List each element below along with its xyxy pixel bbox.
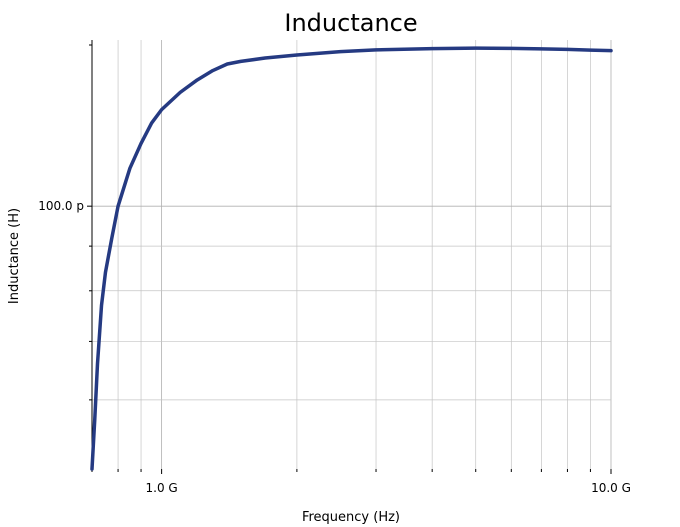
axis-ticks — [87, 44, 612, 474]
y-axis-label: Inductance (H) — [7, 208, 22, 304]
chart-title: Inductance — [284, 9, 417, 37]
series-layer — [90, 46, 613, 471]
series-line — [90, 46, 613, 471]
y-tick-label: 100.0 p — [38, 199, 84, 213]
x-tick-labels: 1.0 G 10.0 G — [146, 481, 631, 495]
x-tick-label: 10.0 G — [591, 481, 631, 495]
x-tick-label: 1.0 G — [146, 481, 178, 495]
y-tick-labels: 100.0 p — [38, 199, 84, 213]
x-axis-label: Frequency (Hz) — [302, 510, 400, 525]
grid — [91, 40, 612, 469]
